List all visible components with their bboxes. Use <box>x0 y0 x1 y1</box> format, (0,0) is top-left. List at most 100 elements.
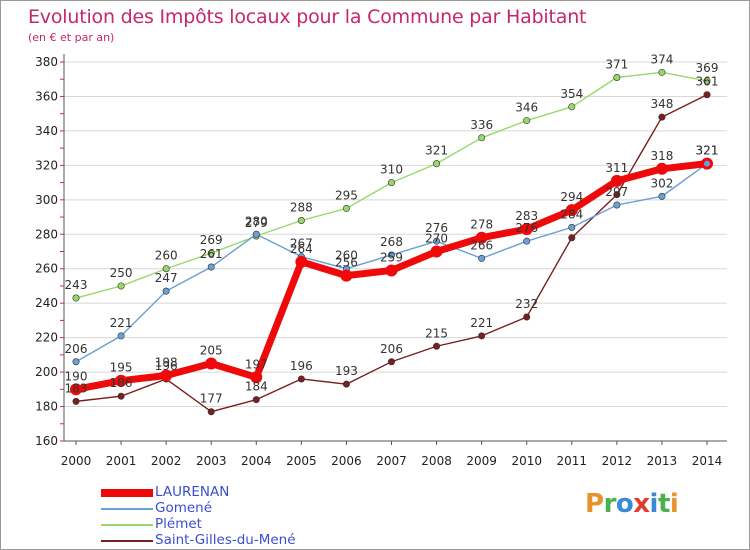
series-point-1 <box>387 179 395 187</box>
series-point-1 <box>297 216 305 224</box>
y-tick-label: 180 <box>35 400 58 414</box>
series-point-0 <box>252 396 260 404</box>
x-tick-label: 2008 <box>421 454 452 468</box>
data-label: 206 <box>65 342 88 356</box>
series-point-0 <box>613 191 621 199</box>
series-point-2 <box>613 201 621 209</box>
series-point-core <box>118 377 125 384</box>
legend-swatch <box>101 508 153 510</box>
data-label: 206 <box>380 342 403 356</box>
logo-letter: t <box>657 489 670 519</box>
series-point-1 <box>117 282 125 290</box>
y-tick-label: 320 <box>35 158 58 172</box>
data-label: 264 <box>290 242 313 256</box>
x-tick-label: 2004 <box>241 454 272 468</box>
series-point-0 <box>342 380 350 388</box>
data-label: 311 <box>605 161 628 175</box>
data-label: 321 <box>696 144 719 158</box>
legend-item: LAURENAN <box>101 485 361 501</box>
series-point-0 <box>387 358 395 366</box>
series-point-core <box>388 267 395 274</box>
y-tick-label: 340 <box>35 124 58 138</box>
x-tick-label: 2009 <box>466 454 497 468</box>
series-point-1 <box>523 117 531 125</box>
y-tick-label: 280 <box>35 227 58 241</box>
series-point-core <box>253 374 260 381</box>
data-label: 205 <box>200 343 223 357</box>
series-point-core <box>568 207 575 214</box>
logo-letter: r <box>603 489 617 519</box>
series-point-2 <box>72 358 80 366</box>
data-label: 284 <box>560 207 583 221</box>
legend-item: Saint-Gilles-du-Mené <box>101 533 361 549</box>
series-point-1 <box>72 294 80 302</box>
x-tick-label: 2012 <box>602 454 633 468</box>
data-label: 310 <box>380 163 403 177</box>
y-tick-label: 160 <box>35 434 58 448</box>
data-label: 193 <box>335 364 358 378</box>
legend: LAURENAN Gomené Plémet Saint-Gilles-du-Mené <box>101 485 361 549</box>
series-point-core <box>613 177 620 184</box>
series-point-2 <box>207 263 215 271</box>
series-point-2 <box>162 287 170 295</box>
series-point-0 <box>207 408 215 416</box>
data-label: 184 <box>245 380 268 394</box>
y-tick-label: 260 <box>35 262 58 276</box>
x-tick-label: 2014 <box>692 454 723 468</box>
legend-label: Plémet <box>155 516 202 532</box>
data-label: 195 <box>110 361 133 375</box>
data-label: 196 <box>155 359 178 373</box>
x-tick-label: 2011 <box>557 454 588 468</box>
series-point-0 <box>72 397 80 405</box>
series-point-1 <box>568 103 576 111</box>
series-point-core <box>704 160 710 167</box>
x-tick-label: 2007 <box>376 454 407 468</box>
series-point-2 <box>478 254 486 262</box>
series-point-1 <box>342 204 350 212</box>
x-tick-label: 2013 <box>647 454 678 468</box>
data-label: 295 <box>335 188 358 202</box>
logo-letter: i <box>649 489 659 519</box>
data-label: 186 <box>110 376 133 390</box>
series-point-1 <box>433 160 441 168</box>
chart-subtitle: (en € et par an) <box>28 31 115 44</box>
data-label: 280 <box>245 214 268 228</box>
y-tick-label: 380 <box>35 55 58 69</box>
legend-item: Gomené <box>101 501 361 517</box>
data-label: 259 <box>380 250 403 264</box>
legend-label: Saint-Gilles-du-Mené <box>155 532 296 548</box>
logo-letter: x <box>633 489 650 519</box>
data-label: 196 <box>290 359 313 373</box>
data-label: 247 <box>155 271 178 285</box>
series-point-0 <box>478 332 486 340</box>
data-label: 183 <box>65 381 88 395</box>
legend-item: Plémet <box>101 517 361 533</box>
data-label: 361 <box>696 75 719 89</box>
series-point-1 <box>207 249 215 257</box>
data-label: 256 <box>335 256 358 270</box>
x-tick-label: 2003 <box>196 454 227 468</box>
series-point-0 <box>433 342 441 350</box>
series-point-2 <box>658 192 666 200</box>
data-label: 221 <box>470 316 493 330</box>
series-point-core <box>73 386 79 393</box>
data-label: 266 <box>470 238 493 252</box>
data-label: 297 <box>605 185 628 199</box>
y-tick-label: 200 <box>35 365 58 379</box>
data-label: 177 <box>200 392 223 406</box>
series-point-2 <box>433 237 441 245</box>
data-label: 302 <box>650 176 673 190</box>
data-label: 278 <box>470 218 493 232</box>
x-tick-label: 2006 <box>331 454 362 468</box>
y-tick-label: 220 <box>35 331 58 345</box>
series-point-2 <box>117 332 125 340</box>
data-label: 243 <box>65 278 88 292</box>
data-label: 346 <box>515 101 538 115</box>
x-tick-label: 2000 <box>61 454 92 468</box>
data-label: 283 <box>515 209 538 223</box>
data-label: 276 <box>425 221 448 235</box>
data-label: 348 <box>650 97 673 111</box>
data-label: 371 <box>605 58 628 72</box>
